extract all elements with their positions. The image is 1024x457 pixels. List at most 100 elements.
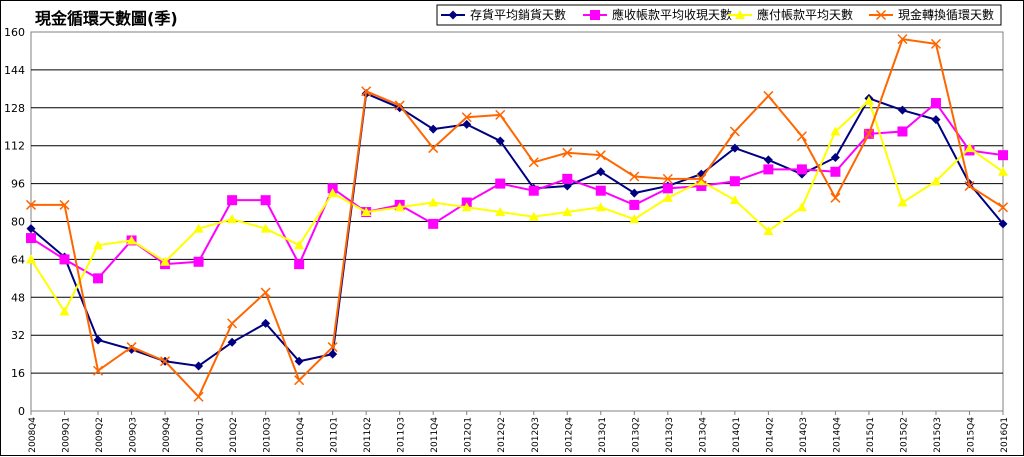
x-tick-label: 2016Q1 — [1000, 417, 1010, 453]
data-point — [562, 173, 573, 184]
data-point — [897, 126, 908, 137]
data-point — [126, 235, 137, 245]
legend-marker — [448, 10, 458, 20]
data-point — [629, 199, 640, 210]
data-point — [428, 218, 439, 229]
data-point — [495, 178, 506, 189]
data-point — [629, 188, 639, 198]
data-point — [193, 223, 204, 233]
series-lines — [25, 34, 1009, 402]
data-point — [964, 180, 975, 191]
data-point — [730, 143, 740, 153]
y-tick-label: 160 — [4, 26, 25, 39]
y-tick-label: 128 — [4, 102, 25, 115]
data-point — [930, 176, 941, 186]
x-tick-label: 2009Q2 — [95, 417, 105, 453]
data-point — [26, 233, 36, 244]
x-tick-label: 2010Q2 — [229, 417, 239, 453]
data-point — [964, 143, 975, 153]
data-point — [528, 185, 539, 196]
data-point — [26, 224, 36, 234]
data-point — [897, 197, 908, 207]
x-tick-label: 2014Q2 — [765, 417, 775, 453]
x-tick-label: 2011Q3 — [397, 417, 407, 453]
data-point — [328, 349, 338, 359]
series-line — [30, 101, 1004, 280]
data-point — [461, 202, 472, 212]
x-tick-label: 2014Q3 — [799, 417, 809, 453]
data-point — [931, 115, 941, 125]
data-point — [327, 342, 338, 353]
x-tick-label: 2009Q4 — [162, 417, 172, 453]
data-point — [227, 318, 238, 329]
chart-title: 現金循環天數圖(季) — [35, 9, 178, 28]
data-point — [59, 199, 70, 210]
series-4 — [25, 34, 1009, 402]
data-point — [998, 219, 1008, 229]
data-point — [629, 214, 640, 224]
data-point — [461, 112, 472, 123]
data-point — [696, 173, 707, 184]
y-tick-label: 80 — [11, 216, 25, 229]
data-point — [863, 128, 874, 139]
data-point — [361, 207, 372, 217]
data-point — [260, 223, 271, 233]
data-point — [495, 207, 506, 217]
legend-entry: 存貨平均銷貨天數 — [441, 7, 566, 22]
x-tick-label: 2015Q3 — [933, 417, 943, 453]
data-point — [562, 147, 573, 158]
data-point — [930, 98, 941, 109]
data-point — [160, 256, 171, 266]
data-point — [528, 157, 539, 168]
data-point — [59, 254, 70, 265]
y-tick-label: 112 — [4, 140, 25, 153]
x-tick-label: 2015Q1 — [866, 417, 876, 453]
data-point — [25, 199, 37, 210]
x-tick-label: 2013Q1 — [598, 417, 608, 453]
data-point — [998, 150, 1008, 161]
data-point — [830, 153, 840, 163]
y-tick-label: 16 — [11, 367, 25, 380]
x-tick-label: 2015Q2 — [899, 417, 909, 453]
data-point — [863, 95, 874, 105]
data-point — [729, 126, 740, 137]
data-point — [897, 34, 908, 45]
x-tick-label: 2009Q1 — [62, 417, 72, 453]
data-point — [495, 109, 506, 120]
data-point — [260, 287, 271, 298]
data-point — [428, 143, 439, 154]
x-tick-label: 2015Q4 — [966, 417, 976, 453]
data-point — [796, 202, 807, 212]
data-point — [998, 166, 1008, 176]
data-point — [261, 318, 271, 328]
x-tick-label: 2011Q2 — [363, 417, 373, 453]
x-tick-label: 2013Q3 — [665, 417, 675, 453]
x-tick-label: 2014Q4 — [832, 417, 842, 453]
data-point — [729, 176, 740, 187]
x-tick-label: 2009Q3 — [129, 417, 139, 453]
data-point — [997, 202, 1009, 213]
x-axis-ticks: 2008Q4 2009Q1 2009Q2 2009Q3 2009Q4 2010Q1 2010… — [28, 411, 1010, 453]
data-point — [763, 155, 773, 165]
x-tick-label: 2010Q3 — [263, 417, 273, 453]
data-point — [93, 273, 104, 284]
data-point — [596, 167, 606, 177]
data-point — [662, 192, 673, 202]
data-point — [462, 119, 472, 129]
y-tick-label: 48 — [11, 291, 25, 304]
data-point — [562, 207, 573, 217]
data-point — [595, 202, 606, 212]
data-point — [26, 254, 36, 264]
data-point — [227, 195, 238, 206]
series-line — [31, 38, 1004, 399]
data-point — [194, 361, 204, 371]
data-point — [126, 342, 137, 353]
data-point — [93, 335, 103, 345]
data-point — [763, 90, 774, 101]
legend: 存貨平均銷貨天數 應收帳款平均收現天數 應付帳款平均天數 現金轉換循環天數 — [436, 4, 1002, 26]
data-point — [528, 211, 539, 221]
data-point — [294, 356, 304, 366]
data-point — [897, 105, 907, 115]
x-tick-label: 2013Q4 — [698, 417, 708, 453]
